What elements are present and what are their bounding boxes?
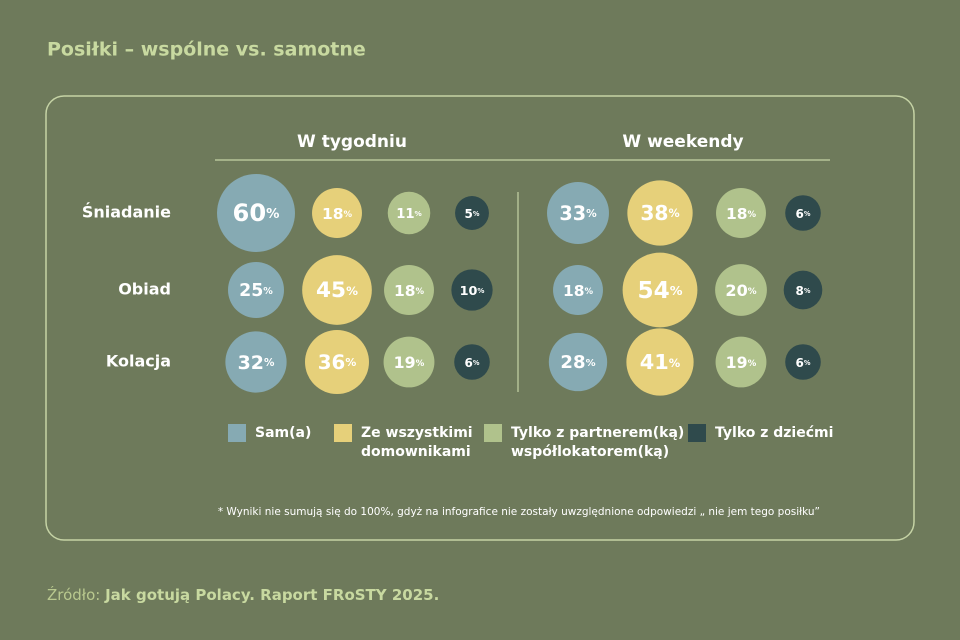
bubble	[715, 264, 767, 316]
bubble	[225, 331, 287, 393]
bubble	[715, 336, 767, 388]
legend-item: Ze wszystkimi domownikami	[334, 424, 496, 462]
bubble	[302, 255, 372, 325]
value-label: 6%	[465, 356, 480, 370]
bubble	[783, 270, 823, 310]
value-label: 19%	[394, 353, 425, 372]
value-label: 54%	[637, 277, 682, 304]
bubble	[384, 265, 434, 315]
group-title: W weekendy	[622, 132, 743, 152]
bubble	[785, 344, 821, 380]
legend-label: Sam(a)	[255, 425, 312, 441]
value-label: 8%	[796, 284, 811, 298]
footnote: * Wyniki nie sumują się do 100%, gdyż na…	[218, 506, 820, 518]
legend-swatch	[688, 424, 706, 442]
group-title: W tygodniu	[297, 132, 407, 152]
bubble	[553, 265, 603, 315]
value-label: 32%	[238, 352, 275, 374]
source-text: Jak gotują Polacy. Raport FRoSTY 2025.	[105, 586, 440, 604]
value-label: 36%	[318, 351, 357, 374]
bubble	[454, 344, 490, 380]
legend-item: Tylko z dziećmi	[688, 424, 865, 443]
value-label: 41%	[640, 350, 681, 374]
value-label: 6%	[796, 207, 811, 221]
value-label: 18%	[563, 282, 594, 300]
value-label: 18%	[322, 205, 353, 223]
chart-title: Posiłki – wspólne vs. samotne	[47, 39, 366, 61]
row-label: Śniadanie	[82, 203, 171, 222]
value-label: 45%	[316, 278, 358, 303]
value-label: 18%	[394, 282, 425, 300]
value-label: 19%	[726, 353, 757, 372]
bubble	[626, 328, 694, 396]
row-label: Obiad	[118, 280, 171, 299]
value-label: 18%	[726, 205, 757, 223]
bubble	[627, 180, 693, 246]
value-label: 60%	[233, 199, 280, 227]
value-label: 6%	[796, 356, 811, 370]
legend-item: Sam(a)	[228, 424, 355, 443]
legend-item: Tylko z partnerem(ką) współlokatorem(ką)	[484, 424, 701, 462]
value-label: 10%	[460, 284, 485, 299]
legend-label: Tylko z partnerem(ką) współlokatorem(ką)	[511, 425, 685, 460]
legend-label: Ze wszystkimi domownikami	[361, 425, 473, 460]
bubble	[451, 269, 493, 311]
bubble	[716, 188, 766, 238]
value-label: 20%	[725, 281, 756, 300]
legend-swatch	[228, 424, 246, 442]
bubble	[217, 174, 295, 252]
panel-frame	[45, 95, 915, 541]
bubble	[548, 332, 608, 392]
value-label: 25%	[239, 281, 273, 301]
value-label: 5%	[465, 207, 480, 221]
bubble	[312, 188, 362, 238]
source: Źródło: Jak gotują Polacy. Raport FRoSTY…	[47, 586, 439, 604]
value-label: 38%	[640, 201, 679, 225]
row-label: Kolacja	[106, 352, 171, 371]
bubble	[228, 262, 284, 318]
bubble	[383, 336, 435, 388]
legend-swatch	[334, 424, 352, 442]
bubble	[785, 195, 821, 231]
value-label: 33%	[559, 202, 597, 225]
bubble	[387, 191, 431, 235]
source-label: Źródło:	[47, 586, 101, 604]
legend-label: Tylko z dziećmi	[715, 425, 834, 441]
legend-swatch	[484, 424, 502, 442]
bubble	[547, 182, 609, 244]
bubble	[305, 330, 369, 394]
bubble	[455, 196, 489, 230]
value-label: 11%	[396, 207, 422, 222]
bubble	[622, 252, 698, 328]
value-label: 28%	[560, 352, 595, 373]
